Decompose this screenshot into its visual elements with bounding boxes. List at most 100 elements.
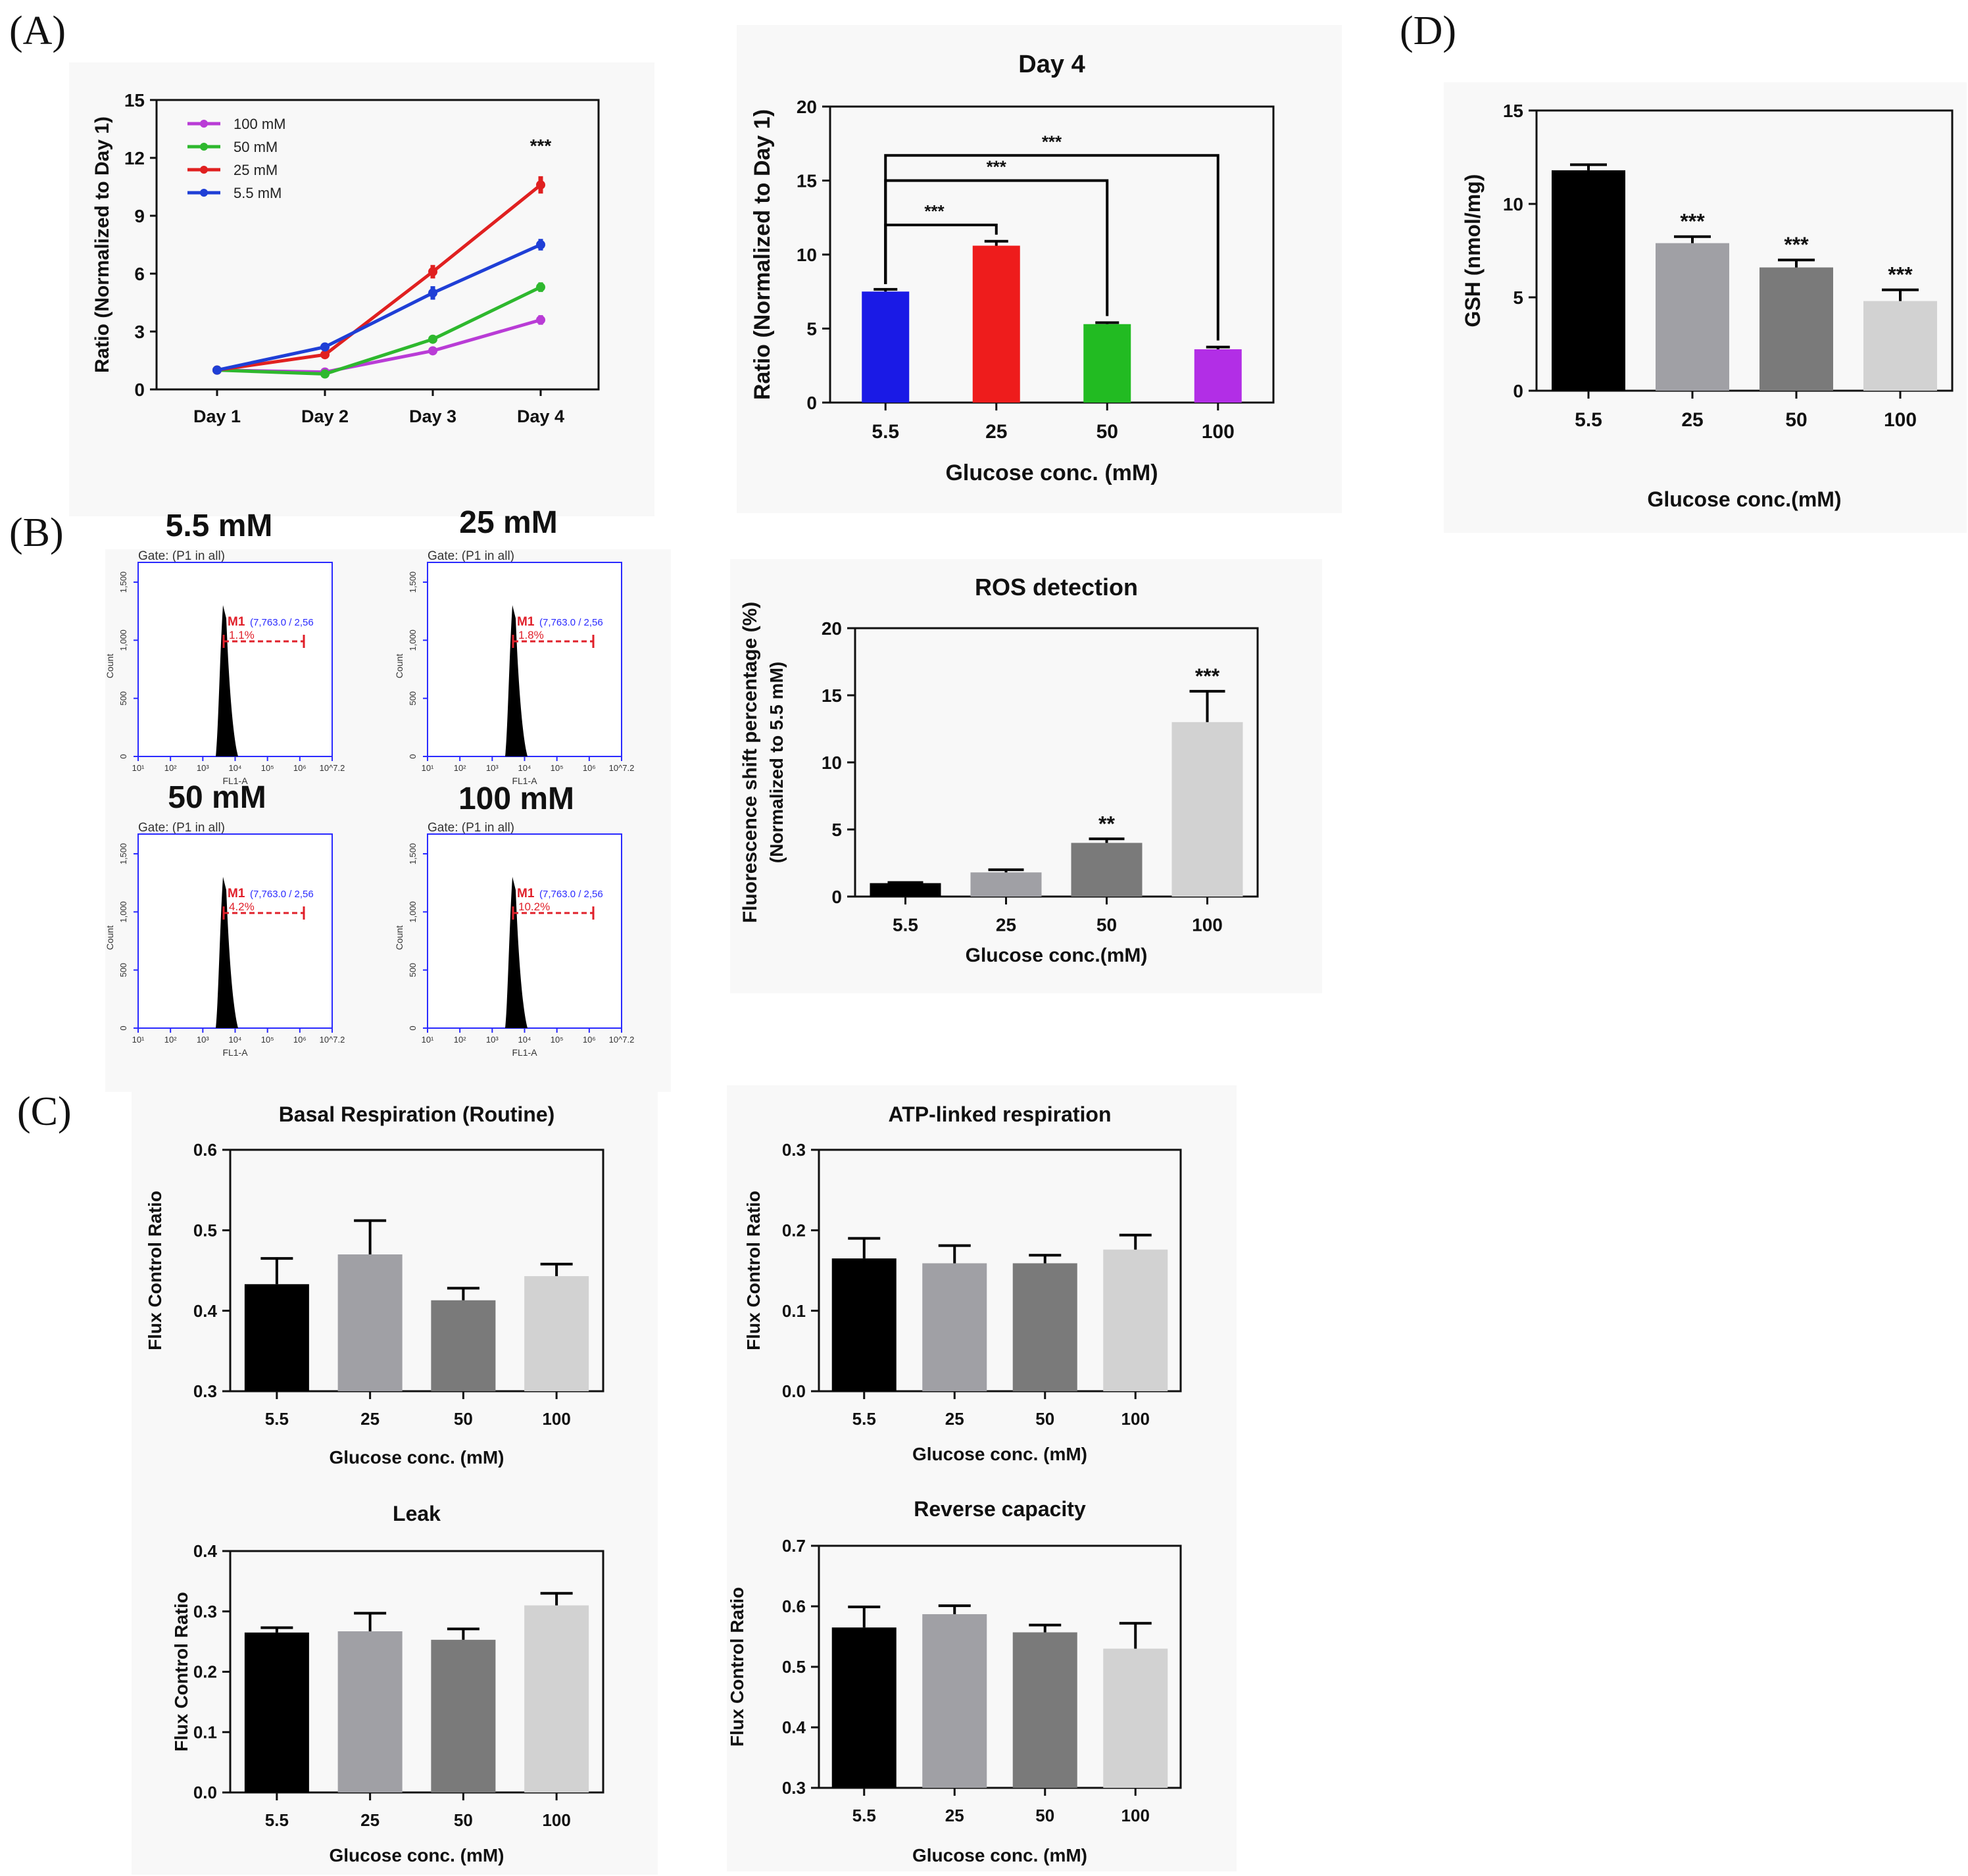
flow-xtick-label: 10⁶ — [583, 1035, 596, 1045]
flow-marker-name: M1 — [517, 615, 535, 629]
a_line-ytick-label: 12 — [124, 148, 145, 168]
flow-plot-frame — [427, 833, 622, 1029]
c_basal-bar — [337, 1254, 403, 1391]
flow-xtick-label: 10⁵ — [551, 763, 564, 773]
c_atp-bar — [831, 1258, 897, 1391]
flow-marker-range: (7,763.0 / 2,56 — [539, 889, 603, 900]
a_line-point — [320, 342, 330, 352]
flow-gate-label: Gate: (P1 in all) — [138, 821, 225, 835]
b_ros-ytick-label: 5 — [831, 820, 842, 840]
flow-xtick-label: 10⁶ — [293, 763, 307, 773]
flow-marker-range: (7,763.0 / 2,56 — [250, 889, 314, 900]
flow-ytick-label: 1,000 — [118, 629, 128, 651]
a_line-legend-label: 100 mM — [234, 116, 285, 132]
flow-xtick-label: 10³ — [486, 763, 499, 773]
flow-ytick-label: 1,500 — [118, 843, 128, 865]
flow-condition-title: 50 mM — [168, 780, 266, 815]
a_line-legend-marker — [200, 120, 208, 128]
a_line-xtick-label: Day 1 — [193, 407, 241, 426]
c_atp-bar — [1012, 1263, 1077, 1391]
flow-condition-title: 5.5 mM — [166, 508, 273, 543]
c_basal-bar — [244, 1284, 309, 1391]
b_ros-significance: *** — [1195, 664, 1220, 688]
a_line-xtick-label: Day 3 — [409, 407, 456, 426]
c_atp-bar — [922, 1263, 987, 1391]
flow-ylabel: Count — [105, 654, 115, 678]
d_gsh-bar — [1759, 267, 1833, 391]
c_basal-ytick-label: 0.6 — [193, 1140, 217, 1160]
flow-xlabel: FL1-A — [222, 776, 248, 786]
a_line-point — [212, 365, 222, 375]
a_line-point — [428, 346, 437, 356]
a_line-point — [320, 350, 330, 360]
a_day4-bracket-label: *** — [924, 201, 945, 221]
c_basal-chart: 0.3 0.4 0.5 0.6 5.5 25 50 100 Basal Respiration … — [145, 1102, 604, 1468]
c_atp-ytick-label: 0.3 — [782, 1140, 806, 1160]
d_gsh-significance: *** — [1680, 210, 1705, 234]
a_day4-bar — [862, 291, 910, 403]
b_ros-ytick-label: 20 — [822, 618, 842, 639]
d_gsh-ytick-label: 15 — [1503, 101, 1523, 121]
flow-xtick-label: 10² — [164, 1035, 177, 1045]
c_reverse-ytick-label: 0.4 — [782, 1717, 806, 1737]
c_basal-ytick-label: 0.5 — [193, 1220, 217, 1240]
flow-ytick-label: 0 — [118, 754, 128, 758]
d_gsh-xtick-label: 5.5 — [1575, 409, 1602, 431]
panel-label-c: (C) — [17, 1089, 72, 1134]
flow-xtick-label: 10⁶ — [583, 763, 596, 773]
b_ros-xlabel: Glucose conc.(mM) — [966, 945, 1148, 966]
c_reverse-bar — [831, 1627, 897, 1788]
flow-xtick-label: 10² — [454, 1035, 466, 1045]
flow-marker-percent: 1.1% — [229, 629, 255, 641]
panel-bg-a-line — [69, 62, 654, 516]
flow-plot-frame — [137, 562, 333, 757]
c_basal-ytick-label: 0.3 — [193, 1381, 217, 1401]
c_reverse-xtick-label: 100 — [1121, 1806, 1150, 1825]
d_gsh-ytick-label: 10 — [1503, 194, 1523, 214]
flow-xtick-label: 10⁴ — [228, 1035, 241, 1045]
c_atp-chart: 0.0 0.1 0.2 0.3 5.5 25 50 100 ATP-linked respira… — [743, 1102, 1182, 1464]
flow-marker-name: M1 — [228, 887, 245, 901]
flow-marker-percent: 10.2% — [518, 901, 550, 913]
flow-ytick-label: 1,500 — [118, 572, 128, 593]
b_ros-bar — [970, 872, 1042, 897]
a_day4-xtick-label: 100 — [1202, 421, 1235, 443]
flow-xtick-label: 10¹ — [132, 1035, 145, 1045]
a_day4-xlabel: Glucose conc. (mM) — [945, 460, 1158, 485]
c_atp-title: ATP-linked respiration — [888, 1102, 1111, 1126]
flow-xtick-label: 10⁵ — [551, 1035, 564, 1045]
a_day4-ytick-label: 15 — [797, 170, 817, 191]
a_line-point — [536, 282, 545, 292]
flow-xlabel: FL1-A — [222, 1047, 248, 1058]
a_line-legend-label: 50 mM — [234, 139, 278, 155]
d_gsh-chart: 0 5 10 15 5.5 *** 25 *** 50 *** 100 Glucose conc.(m… — [1461, 101, 1954, 511]
a_line-point — [320, 369, 330, 379]
c_leak-xtick-label: 5.5 — [265, 1810, 289, 1830]
flow-plot-frame — [427, 562, 622, 757]
a_day4-bracket-label: *** — [987, 157, 1007, 177]
d_gsh-ytick-label: 5 — [1513, 287, 1523, 308]
flow-gate-label: Gate: (P1 in all) — [428, 821, 514, 835]
d_gsh-bar — [1863, 301, 1937, 391]
flow-marker-name: M1 — [517, 887, 535, 901]
a_line-xtick-label: Day 2 — [301, 407, 349, 426]
b_ros-bar — [1071, 843, 1143, 897]
b_ros-bar — [1171, 722, 1243, 897]
d_gsh-xtick-label: 100 — [1884, 409, 1917, 431]
b_ros-xtick-label: 5.5 — [893, 914, 918, 935]
b_ros-chart: 0 5 10 15 20 5.5 25 ** 50 *** 100 ROS detection Gluc… — [739, 574, 1259, 966]
b_ros-xtick-label: 100 — [1192, 914, 1223, 935]
c_atp-xtick-label: 50 — [1035, 1409, 1054, 1429]
c_atp-xtick-label: 25 — [945, 1409, 964, 1429]
a_day4-bar — [972, 245, 1020, 403]
flow-condition-title: 25 mM — [459, 505, 557, 540]
flow-ytick-label: 500 — [118, 691, 128, 706]
c_basal-xtick-label: 50 — [454, 1409, 473, 1429]
c_atp-ytick-label: 0.2 — [782, 1220, 806, 1240]
a_line-series-line — [216, 184, 542, 372]
b_ros-ytick-label: 0 — [831, 887, 842, 907]
a_line-legend-label: 25 mM — [234, 162, 278, 178]
c_basal-title: Basal Respiration (Routine) — [279, 1102, 555, 1126]
flow-ytick-label: 500 — [408, 691, 418, 706]
a_line-point — [428, 267, 437, 277]
